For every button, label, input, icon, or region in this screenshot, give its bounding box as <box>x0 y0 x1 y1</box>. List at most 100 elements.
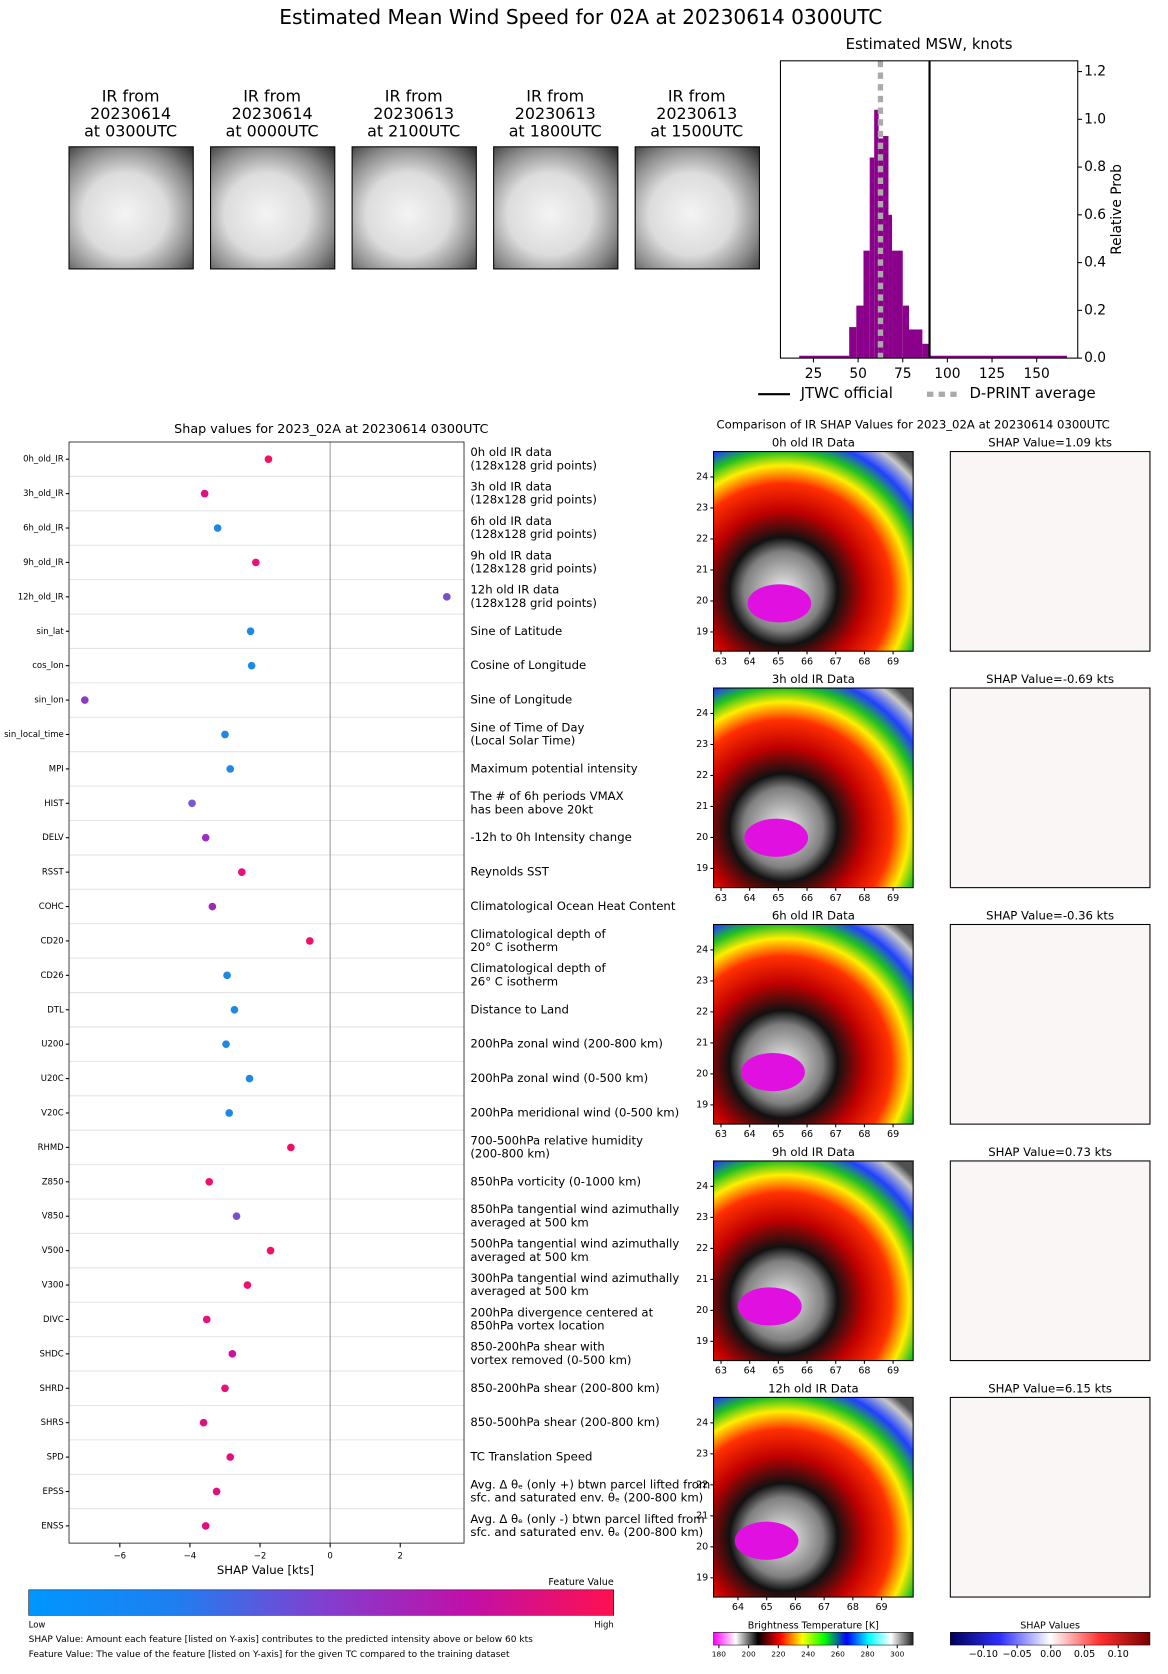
x-tick-label: 64 <box>744 656 756 667</box>
feature-label: V300 <box>42 1281 64 1291</box>
x-tick-label: 64 <box>744 1129 756 1140</box>
feature-description: 300hPa tangential wind azimuthally <box>470 1271 679 1285</box>
colorbar-tick-label: 220 <box>771 1650 785 1659</box>
y-tick-label: 24 <box>696 1417 708 1428</box>
feature-label: 3h_old_IR <box>23 489 64 499</box>
x-tick-label: 65 <box>772 893 784 904</box>
x-axis-label: SHAP Value [kts] <box>217 1563 314 1577</box>
x-tick-label: 67 <box>830 1366 842 1377</box>
y-tick-label: 21 <box>696 801 708 812</box>
feature-description: 20° C isotherm <box>470 940 558 954</box>
y-tick-label: 21 <box>696 1037 708 1048</box>
shap-dot <box>228 1350 237 1358</box>
ir-panel-title: 12h old IR Data <box>768 1381 858 1395</box>
cold-cloud-core <box>741 1052 805 1092</box>
x-tick-label: 67 <box>830 656 842 667</box>
thumbnail-label: 20230613 <box>515 104 596 123</box>
feature-description: Sine of Longitude <box>470 693 572 707</box>
y-tick-label: 19 <box>696 626 708 637</box>
y-tick-label: 20 <box>696 1305 708 1316</box>
feature-label: sin_lat <box>36 627 64 637</box>
bar <box>892 250 903 359</box>
shap-dot <box>221 1384 229 1393</box>
y-tick-label: 19 <box>696 1572 708 1583</box>
feature-description: Climatological Ocean Heat Content <box>470 899 675 913</box>
cold-cloud-core <box>747 584 812 623</box>
comparison-title: Comparison of IR SHAP Values for 2023_02… <box>717 418 1110 432</box>
y-tick-label: 23 <box>696 1212 708 1223</box>
y-tick-label: 0.8 <box>1084 159 1106 175</box>
feature-description: Sine of Latitude <box>470 624 562 638</box>
ir-panel-title: 9h old IR Data <box>772 1145 855 1159</box>
y-tick-label: 1.2 <box>1084 64 1106 80</box>
bar <box>856 305 864 359</box>
x-tick-label: 25 <box>805 366 823 382</box>
feature-description: (128x128 grid points) <box>470 596 597 610</box>
feature-description: 850hPa tangential wind azimuthally <box>470 1202 679 1216</box>
ir-thumbnail <box>634 146 760 270</box>
thumbnail-label: at 1800UTC <box>509 121 602 140</box>
feature-description: 3h old IR data <box>470 479 551 493</box>
shap-dot <box>208 902 217 911</box>
bar <box>849 327 857 359</box>
x-tick-label: −2 <box>254 1551 267 1561</box>
feature-description: averaged at 500 km <box>470 1215 588 1229</box>
y-tick-label: 22 <box>696 533 708 544</box>
feature-label: MPI <box>49 764 64 774</box>
x-tick-label: 75 <box>894 366 912 382</box>
legend-label: D-PRINT average <box>969 384 1095 402</box>
x-tick-label: 64 <box>744 1366 756 1377</box>
thumbnail-label: IR from <box>385 86 443 105</box>
bar <box>883 136 889 359</box>
legend-label: JTWC official <box>800 384 893 402</box>
feature-label: 12h_old_IR <box>18 592 64 602</box>
feature-label: RHMD <box>38 1143 65 1153</box>
thumbnail-label: IR from <box>526 86 584 105</box>
shap-dot <box>245 1074 254 1083</box>
y-tick-label: 1.0 <box>1084 111 1106 127</box>
ir-thumbnail <box>210 146 336 270</box>
feature-label: U200 <box>41 1040 63 1050</box>
x-tick-label: 66 <box>801 1366 813 1377</box>
y-tick-label: 23 <box>696 1448 708 1459</box>
feature-label: DELV <box>42 833 64 843</box>
colorbar <box>713 1632 914 1646</box>
x-tick-label: 68 <box>858 1366 870 1377</box>
feature-label: EPSS <box>42 1487 63 1497</box>
colorbar-low: Low <box>29 1620 46 1630</box>
thumbnail-label: at 0300UTC <box>84 121 177 140</box>
figure-title: Estimated Mean Wind Speed for 02A at 202… <box>279 5 882 29</box>
chart-title: Shap values for 2023_02A at 20230614 030… <box>174 422 488 437</box>
shap-dot <box>188 799 196 808</box>
ir-image <box>713 1396 914 1598</box>
y-tick-label: 19 <box>696 1099 708 1110</box>
x-tick-label: 63 <box>715 893 727 904</box>
shap-dot <box>246 627 255 636</box>
feature-description: 26° C isotherm <box>470 974 558 988</box>
shap-dot <box>232 1212 241 1221</box>
colorbar-tick-label: −0.05 <box>1002 1649 1031 1660</box>
ir-panel-title: 0h old IR Data <box>772 436 855 450</box>
feature-description: sfc. and saturated env. θₑ (200-800 km) <box>470 1525 703 1539</box>
y-tick-label: 20 <box>696 1068 708 1079</box>
feature-description: Avg. Δ θₑ (only -) btwn parcel lifted fr… <box>470 1512 704 1526</box>
x-tick-label: 64 <box>744 893 756 904</box>
feature-description: 850hPa vortex location <box>470 1319 604 1333</box>
feature-description: 0h old IR data <box>470 445 551 459</box>
y-tick-label: 24 <box>696 471 708 482</box>
y-tick-label: 24 <box>696 944 708 955</box>
x-tick-label: 68 <box>847 1602 859 1613</box>
feature-description: 700-500hPa relative humidity <box>470 1133 643 1147</box>
x-tick-label: 69 <box>887 656 899 667</box>
x-tick-label: −4 <box>184 1551 197 1561</box>
bar <box>869 157 875 359</box>
feature-label: cos_lon <box>32 661 63 671</box>
x-tick-label: 66 <box>789 1602 801 1613</box>
x-tick-label: 65 <box>772 1129 784 1140</box>
colorbar-tick-label: 260 <box>831 1650 845 1659</box>
feature-description: 850hPa vorticity (0-1000 km) <box>470 1174 641 1188</box>
shap-dot <box>443 593 451 601</box>
shap-panel-title: SHAP Value=-0.69 kts <box>986 672 1114 686</box>
feature-label: sin_lon <box>34 696 63 706</box>
shap-dot <box>243 1281 252 1289</box>
